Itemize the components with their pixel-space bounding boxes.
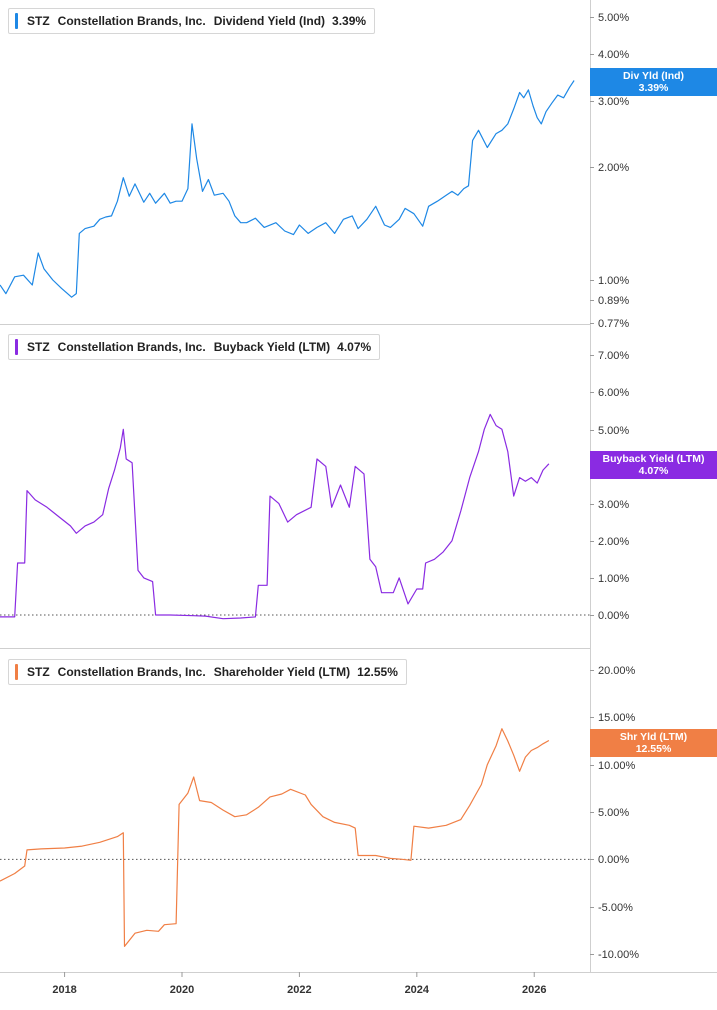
badge-value: 4.07% — [638, 465, 669, 477]
last-value-badge-buyback: Buyback Yield (LTM) 4.07% — [590, 451, 717, 479]
badge-value: 12.55% — [635, 743, 672, 755]
legend-company: Constellation Brands, Inc. — [57, 340, 206, 354]
series-line-shareholder — [0, 728, 550, 947]
badge-label: Div Yld (Ind) — [622, 70, 685, 82]
last-value-badge-dividend: Div Yld (Ind) 3.39% — [590, 68, 717, 96]
badge-label: Shr Yld (LTM) — [619, 731, 688, 743]
last-value-badge-shareholder: Shr Yld (LTM) 12.55% — [590, 729, 717, 757]
legend-value: 12.55% — [357, 665, 398, 679]
y-tick-label: 10.00% — [598, 760, 636, 772]
y-tick-label: 0.89% — [598, 295, 629, 307]
legend-metric: Dividend Yield (Ind) — [213, 14, 326, 28]
series-line-buyback — [0, 413, 550, 620]
legend-shareholder[interactable]: STZ Constellation Brands, Inc. Sharehold… — [8, 659, 407, 685]
y-tick-label: 3.00% — [598, 499, 629, 511]
series-color-swatch — [15, 664, 18, 680]
y-tick-label: 15.00% — [598, 712, 636, 724]
legend-value: 3.39% — [332, 14, 367, 28]
y-tick-label: 0.77% — [598, 318, 629, 330]
y-tick-label: 5.00% — [598, 807, 629, 819]
y-tick-label: -10.00% — [598, 949, 639, 961]
y-tick-label: 4.00% — [598, 49, 629, 61]
legend-dividend[interactable]: STZ Constellation Brands, Inc. Dividend … — [8, 8, 376, 34]
y-tick-label: 0.00% — [598, 854, 629, 866]
badge-value: 3.39% — [638, 82, 669, 94]
y-tick-label: 3.00% — [598, 96, 629, 108]
badge-label: Buyback Yield (LTM) — [602, 453, 705, 465]
y-tick-label: -5.00% — [598, 902, 633, 914]
legend-ticker: STZ — [27, 14, 50, 28]
y-tick-label: 1.00% — [598, 275, 629, 287]
legend-ticker: STZ — [27, 665, 50, 679]
y-tick-label: 1.00% — [598, 573, 629, 585]
series-color-swatch — [15, 13, 18, 29]
y-tick-label: 20.00% — [598, 665, 636, 677]
series-line-dividend — [0, 80, 575, 298]
y-tick-label: 7.00% — [598, 350, 629, 362]
x-tick-label: 2026 — [522, 984, 546, 996]
y-tick-label: 0.00% — [598, 610, 629, 622]
y-tick-label: 2.00% — [598, 536, 629, 548]
y-tick-label: 2.00% — [598, 162, 629, 174]
series-color-swatch — [15, 339, 18, 355]
x-tick-label: 2020 — [170, 984, 194, 996]
legend-metric: Buyback Yield (LTM) — [213, 340, 331, 354]
legend-company: Constellation Brands, Inc. — [57, 665, 206, 679]
legend-ticker: STZ — [27, 340, 50, 354]
legend-metric: Shareholder Yield (LTM) — [213, 665, 351, 679]
y-tick-label: 6.00% — [598, 387, 629, 399]
legend-buyback[interactable]: STZ Constellation Brands, Inc. Buyback Y… — [8, 334, 381, 360]
x-tick-label: 2022 — [287, 984, 311, 996]
x-tick-label: 2018 — [52, 984, 76, 996]
legend-company: Constellation Brands, Inc. — [57, 14, 206, 28]
x-tick-label: 2024 — [405, 984, 430, 996]
y-tick-label: 5.00% — [598, 12, 629, 24]
y-tick-label: 5.00% — [598, 425, 629, 437]
legend-value: 4.07% — [337, 340, 372, 354]
